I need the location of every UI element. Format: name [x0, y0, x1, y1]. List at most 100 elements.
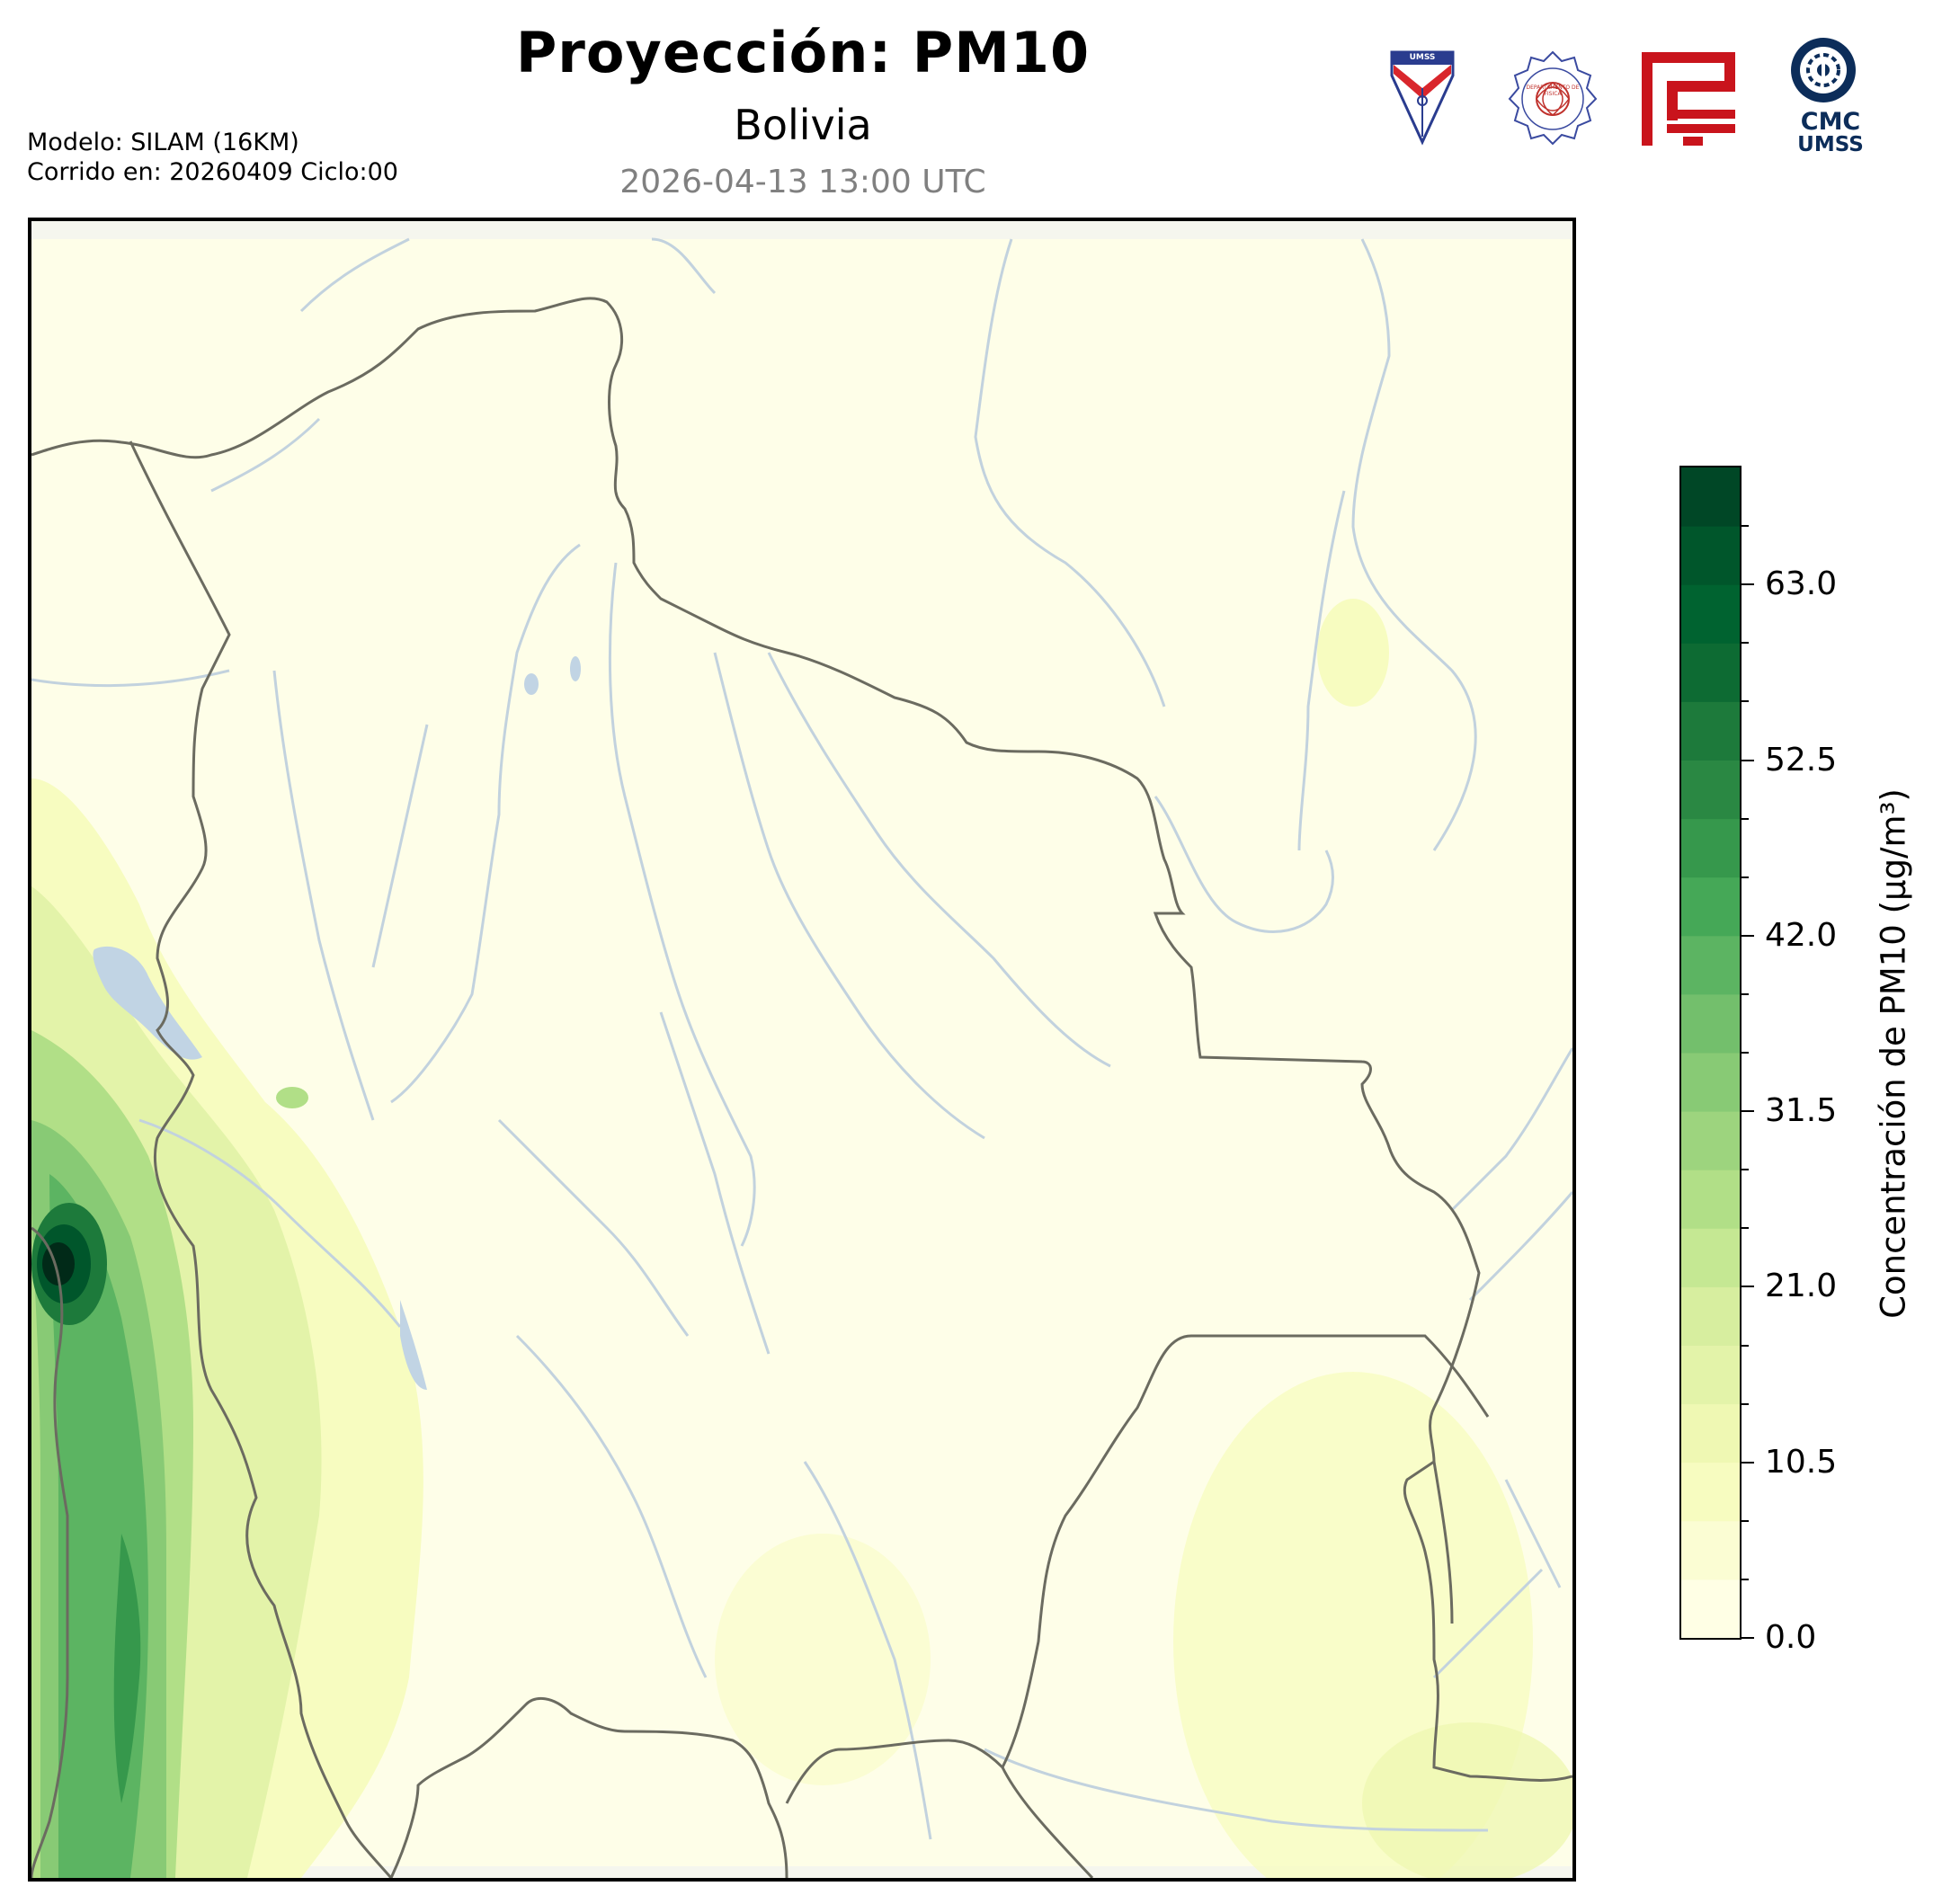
- river-5: [1297, 490, 1346, 851]
- river-7: [390, 543, 581, 1104]
- colorbar-level-16: [1681, 643, 1740, 702]
- colorbar-major-tick: [1742, 1461, 1754, 1464]
- colorbar-minor-tick: [1742, 525, 1749, 528]
- colorbar-level-1: [1681, 1520, 1740, 1580]
- river-12: [210, 417, 321, 493]
- river-13: [31, 669, 230, 688]
- river-10: [767, 652, 1111, 1068]
- map-canvas: [31, 221, 1572, 1878]
- river-16: [138, 1118, 402, 1328]
- colorbar-tick-label: 42.0: [1765, 916, 1838, 954]
- river-23: [1432, 1568, 1544, 1679]
- red-geometric-logo: [1642, 52, 1735, 146]
- colorbar-level-3: [1681, 1403, 1740, 1464]
- border-paraguay-brazil: [1432, 1461, 1454, 1624]
- border-argentina-paraguay: [785, 1739, 1094, 1878]
- page-title: Proyección: PM10: [515, 20, 1091, 85]
- colorbar-minor-tick: [1742, 642, 1749, 645]
- river-8: [608, 562, 756, 1247]
- colorbar-tick-label: 63.0: [1765, 565, 1838, 603]
- colorbar-level-2: [1681, 1462, 1740, 1522]
- rivers: [31, 237, 1572, 1840]
- colorbar-level-18: [1681, 526, 1740, 585]
- colorbar-level-4: [1681, 1345, 1740, 1405]
- colorbar-level-6: [1681, 1228, 1740, 1287]
- lake-north-2: [570, 656, 581, 681]
- colorbar-major-tick: [1742, 934, 1754, 937]
- colorbar-minor-tick: [1742, 1227, 1749, 1230]
- colorbar-level-5: [1681, 1286, 1740, 1346]
- pm10-level-38: [113, 1534, 141, 1803]
- border-peru-chile: [129, 440, 393, 1878]
- colorbar-major-tick: [1742, 759, 1754, 761]
- model-line: Modelo: SILAM (16KM): [27, 129, 299, 156]
- colorbar-minor-tick: [1742, 700, 1749, 703]
- colorbar-tick-label: 21.0: [1765, 1268, 1838, 1305]
- river-17: [497, 1118, 690, 1337]
- lake-poopo: [400, 1300, 427, 1390]
- border-bolivia-argentina: [389, 1696, 788, 1878]
- colorbar-minor-tick: [1742, 1344, 1749, 1347]
- colorbar-level-8: [1681, 1111, 1740, 1170]
- river-2: [651, 237, 717, 295]
- seal-text: DEPARTAMENTO DE FISICA: [1526, 85, 1580, 97]
- forecast-timestamp: 2026-04-13 13:00 UTC: [619, 164, 986, 200]
- country-borders: [31, 297, 1572, 1878]
- colorbar-level-19: [1681, 467, 1740, 527]
- border-bolivia-paraguay: [1001, 1334, 1490, 1768]
- colorbar-level-13: [1681, 818, 1740, 878]
- pm10-patch-central: [715, 1534, 931, 1785]
- colorbar-major-tick: [1742, 583, 1754, 586]
- colorbar-minor-tick: [1742, 876, 1749, 878]
- colorbar-level-12: [1681, 876, 1740, 937]
- colorbar-major-tick: [1742, 1286, 1754, 1288]
- river-15: [371, 724, 429, 968]
- colorbar-minor-tick: [1742, 1519, 1749, 1522]
- colorbar-minor-tick: [1742, 817, 1749, 820]
- colorbar-level-14: [1681, 760, 1740, 820]
- cmc-umss-logo: [1791, 38, 1856, 102]
- colorbar-level-0: [1681, 1579, 1740, 1638]
- colorbar: [1679, 466, 1742, 1640]
- colorbar-level-15: [1681, 701, 1740, 761]
- map-bottom-strip: [31, 1866, 1572, 1878]
- colorbar-level-17: [1681, 584, 1740, 644]
- colorbar-major-tick: [1742, 1110, 1754, 1113]
- colorbar-level-10: [1681, 993, 1740, 1054]
- cmc-logo-line1: CMC: [1800, 108, 1861, 136]
- colorbar-label: Concentración de PM10 (µg/m³): [1874, 788, 1913, 1319]
- colorbar-gradient: [1681, 467, 1740, 1638]
- river-11: [659, 1011, 771, 1355]
- colorbar-minor-tick: [1742, 1052, 1749, 1054]
- lake-titicaca: [93, 946, 202, 1060]
- pm10-contours: [31, 599, 1572, 1878]
- map-panel[interactable]: [28, 218, 1576, 1882]
- river-22: [1468, 1191, 1572, 1302]
- pm10-patch-dot: [276, 1087, 308, 1108]
- colorbar-minor-tick: [1742, 992, 1749, 995]
- river-14: [272, 670, 375, 1121]
- pm10-patch-northeast: [1317, 599, 1389, 707]
- colorbar-tick-label: 10.5: [1765, 1443, 1838, 1481]
- lakes: [93, 656, 581, 1390]
- river-3: [974, 238, 1166, 707]
- river-1: [299, 237, 410, 313]
- river-24: [1450, 1047, 1572, 1212]
- umss-shield-logo: [1390, 50, 1455, 146]
- river-19: [803, 1461, 932, 1840]
- colorbar-tick-label: 52.5: [1765, 741, 1838, 779]
- colorbar-minor-tick: [1742, 1578, 1749, 1580]
- border-peru-brazil: [31, 297, 1572, 1782]
- umss-logo-text: UMSS: [1409, 53, 1436, 62]
- pm10-patch-southeast: [1362, 1722, 1572, 1878]
- colorbar-tick-label: 0.0: [1765, 1619, 1817, 1656]
- river-4: [1351, 238, 1477, 851]
- colorbar-major-tick: [1742, 1637, 1754, 1639]
- cmc-logo-line2: UMSS: [1797, 133, 1864, 156]
- region-subtitle: Bolivia: [734, 101, 872, 149]
- river-20: [984, 1748, 1489, 1832]
- river-9: [713, 652, 985, 1140]
- river-6: [1154, 796, 1334, 933]
- colorbar-tick-label: 31.5: [1765, 1092, 1838, 1130]
- model-info: Modelo: SILAM (16KM) Corrido en: 2026040…: [27, 128, 398, 187]
